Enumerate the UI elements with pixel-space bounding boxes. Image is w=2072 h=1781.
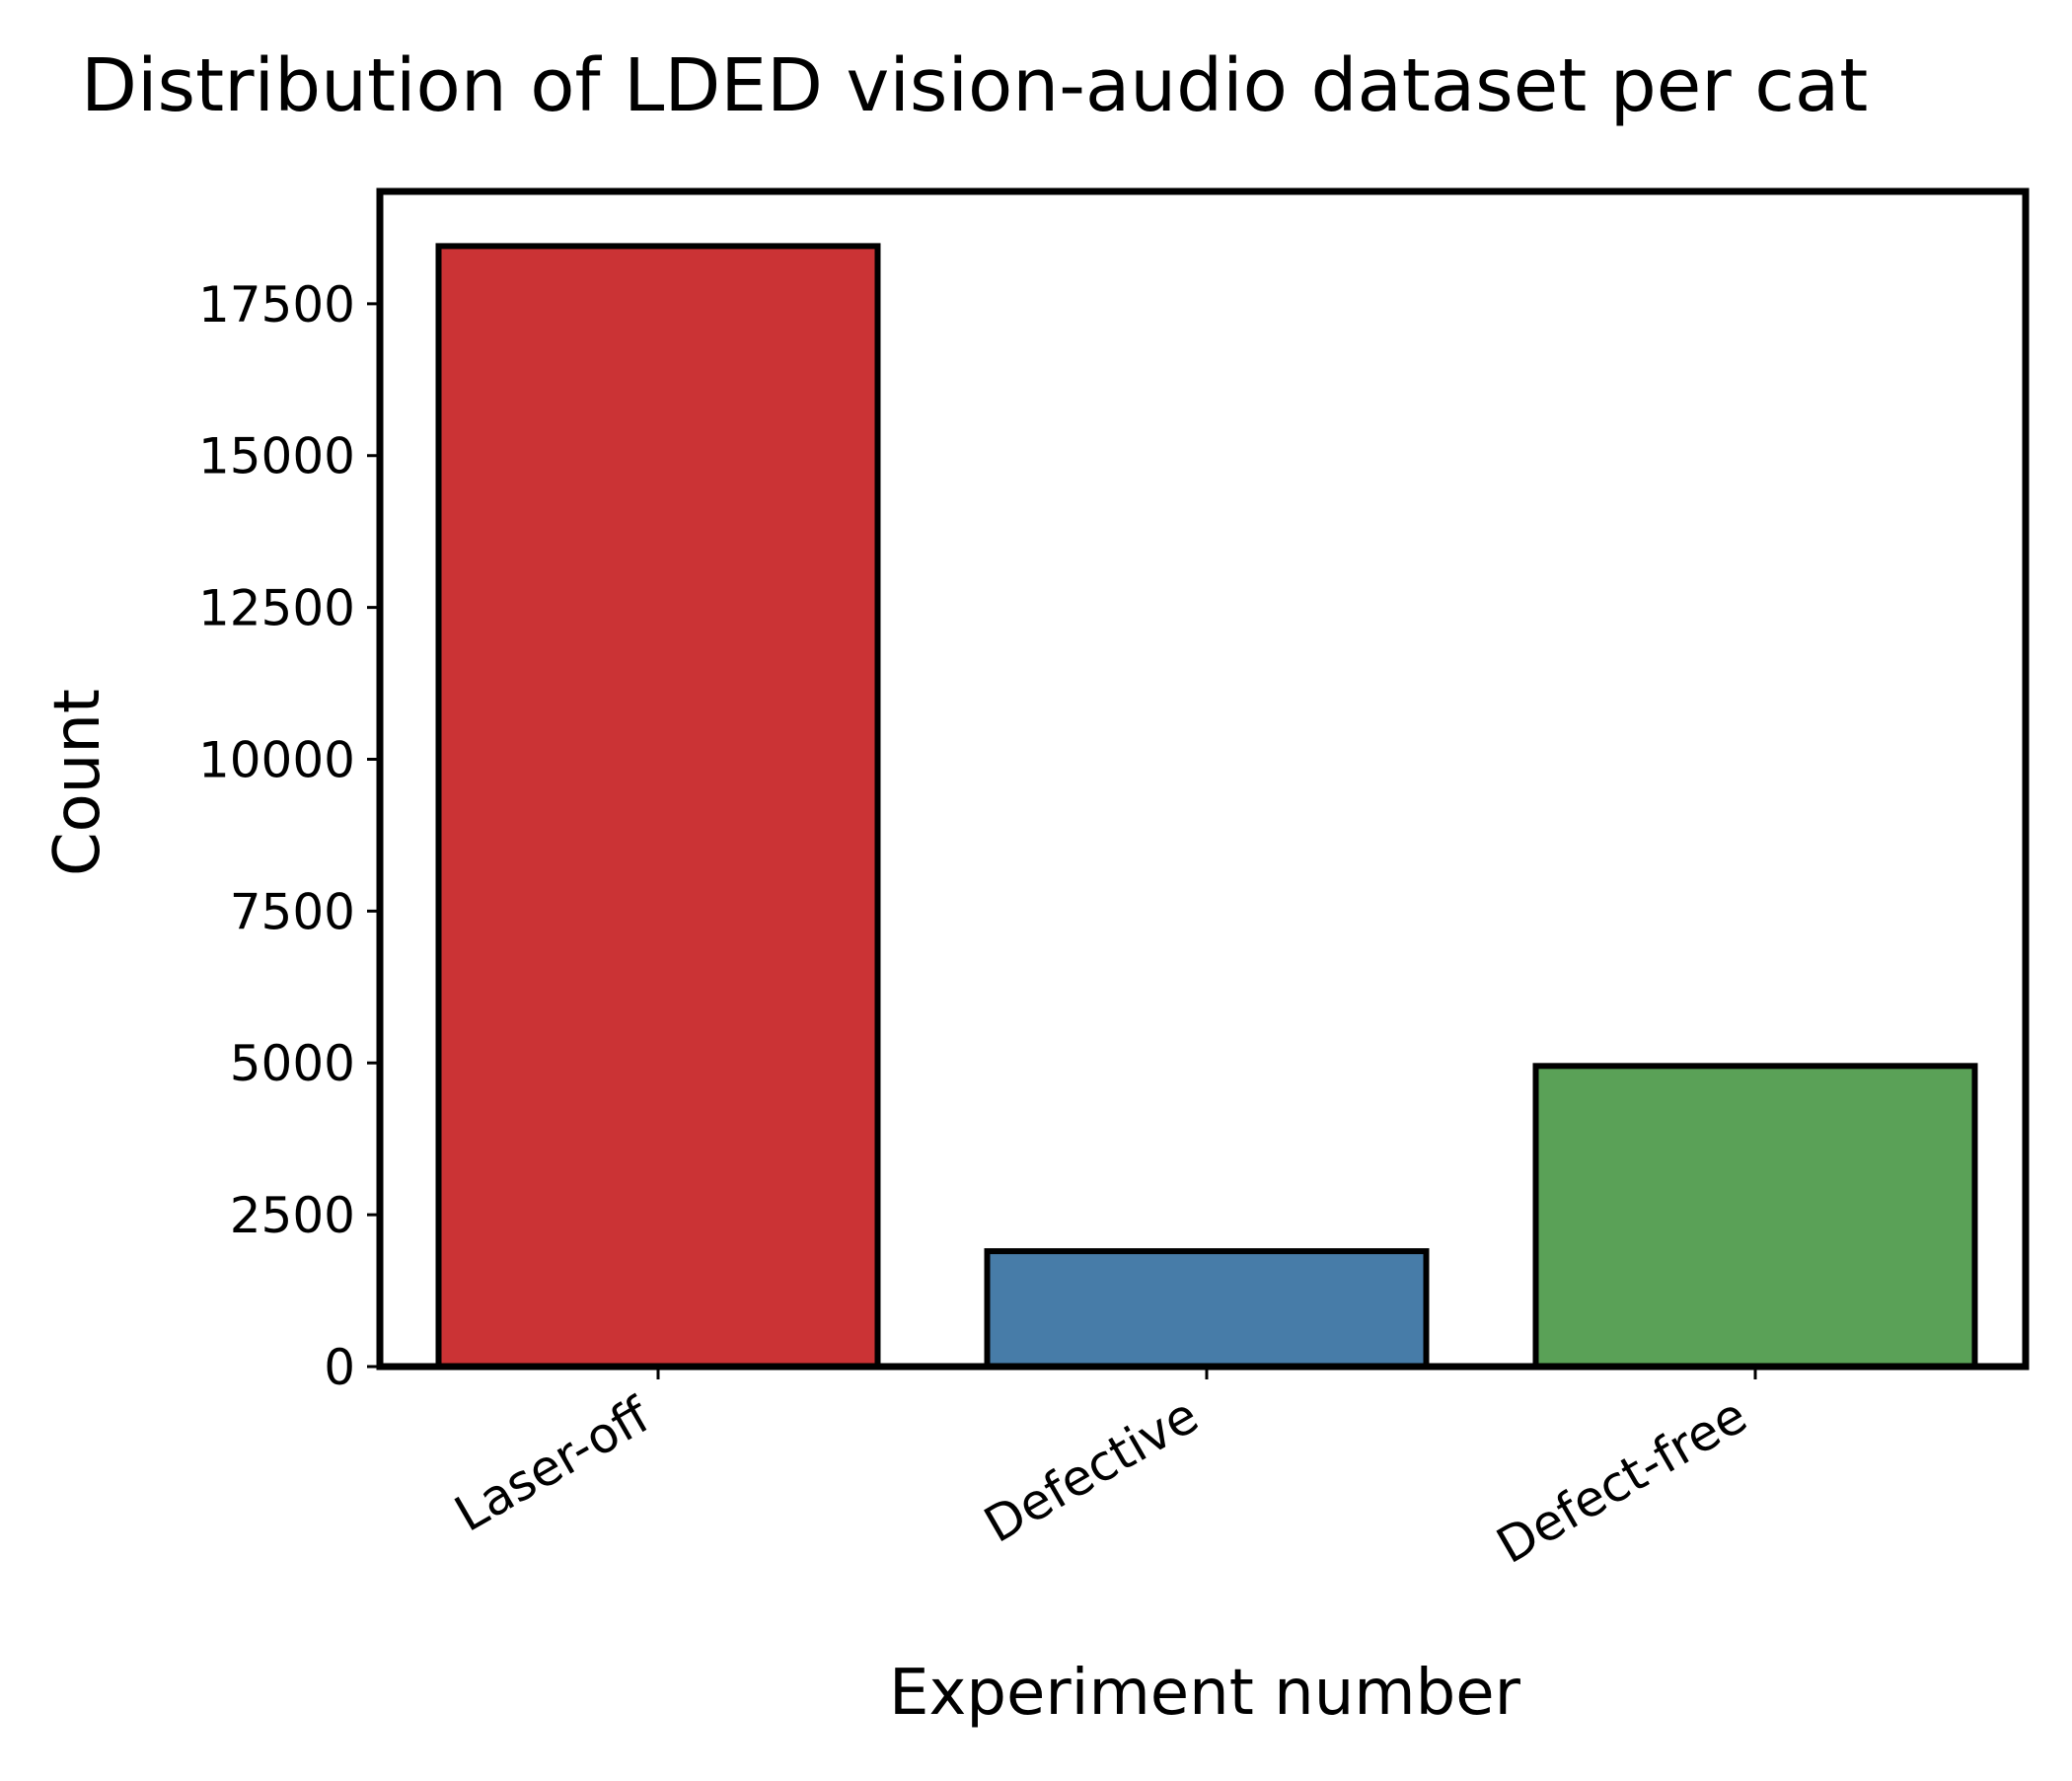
- y-tick-label: 0: [324, 1339, 355, 1396]
- bar-defective: [984, 1248, 1430, 1371]
- plot-frame: [376, 187, 2030, 1371]
- y-tick-label: 2500: [230, 1187, 355, 1244]
- y-tick-label: 5000: [230, 1035, 355, 1092]
- x-tick-label: Defect-free: [1487, 1386, 1756, 1575]
- x-tick-label: Defective: [975, 1386, 1208, 1554]
- y-tick-label: 17500: [198, 276, 355, 334]
- bar-defect-free: [1532, 1063, 1978, 1370]
- ticks-layer: Laser-off Defective Defect-free 0 2500 5000 75…: [198, 276, 1757, 1575]
- bar-laser-off: [435, 243, 881, 1370]
- bars-layer: [435, 243, 1978, 1371]
- y-axis-label: Count: [41, 689, 114, 876]
- y-tick-label: 12500: [198, 580, 355, 637]
- y-tick-label: 7500: [230, 883, 355, 940]
- y-tick-label: 10000: [198, 731, 355, 788]
- x-tick-label: Laser-off: [445, 1385, 660, 1542]
- chart-title: Distribution of LDED vision-audio datase…: [81, 43, 1868, 128]
- y-tick-label: 15000: [198, 428, 355, 485]
- x-axis-label: Experiment number: [889, 1657, 1521, 1730]
